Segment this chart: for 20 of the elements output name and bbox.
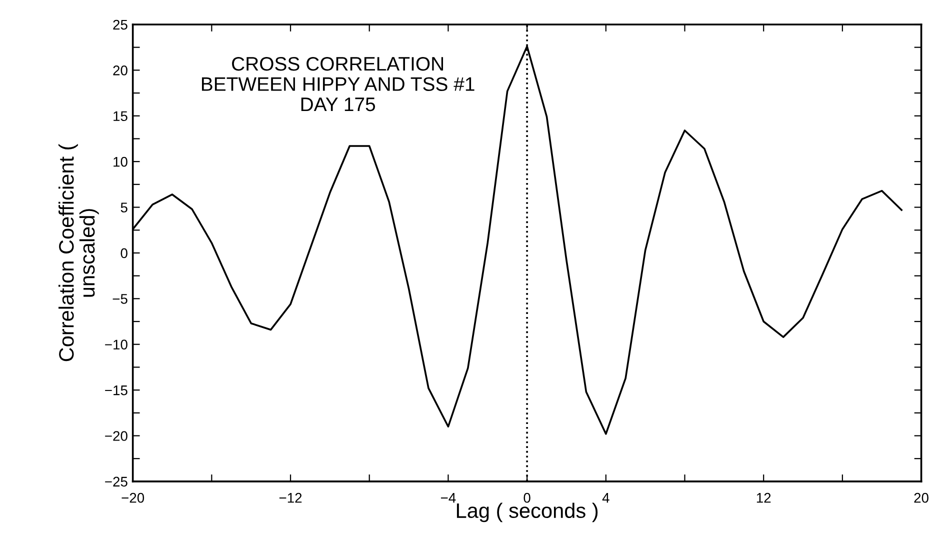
x-tick-label: −4	[440, 493, 456, 503]
y-tick-label: 10	[114, 156, 128, 167]
y-tick-label: 25	[113, 20, 128, 30]
x-tick-label: 12	[756, 492, 771, 503]
text: CROSS CORRELATION BETWEEN HIPPY AND TSS #1 DAY 175	[202, 56, 474, 112]
y-tick-label: 0	[120, 248, 128, 258]
y-tick-label: −25	[105, 476, 128, 487]
y-tick-label: −10	[105, 340, 128, 350]
x-tick-label: 4	[602, 493, 610, 503]
y-tick-label: 5	[120, 202, 128, 212]
x-tick-label: 20	[914, 492, 928, 503]
y-tick-label: 20	[113, 66, 128, 76]
x-axis-title: Lag ( seconds )	[456, 502, 598, 522]
y-tick-label: −20	[105, 431, 128, 441]
x-tick-label: −12	[279, 492, 302, 503]
y-tick-label: −5	[112, 294, 128, 304]
y-axis-title: Correlation Coefficient ( unscaled)	[58, 144, 99, 362]
x-tick-label: 0	[524, 492, 530, 503]
y-tick-label: 15	[114, 111, 128, 122]
y-tick-label: −15	[105, 386, 128, 396]
